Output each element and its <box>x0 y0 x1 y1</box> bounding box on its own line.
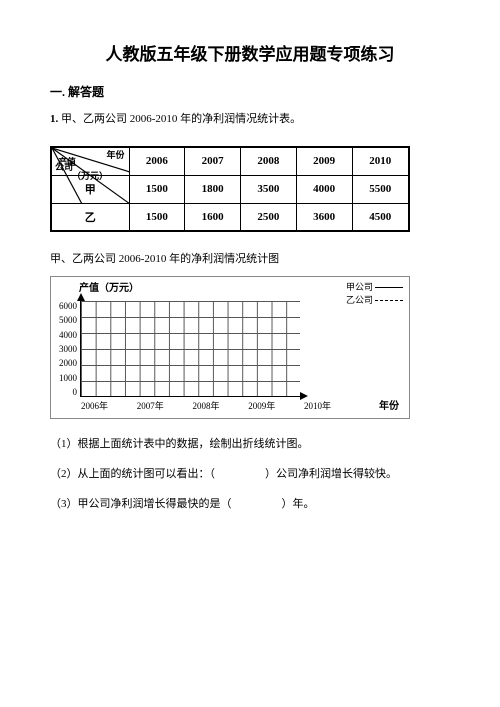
chart-area: 产值（万元） 甲公司 乙公司 6000 5000 4000 3000 2000 … <box>50 276 410 419</box>
legend-line-solid <box>375 287 403 288</box>
ytick: 2000 <box>59 358 77 368</box>
diag-value2: （万元） <box>72 172 108 181</box>
chart-grid <box>80 301 300 397</box>
sub-question-2: （2）从上面的统计图可以看出：（ ）公司净利润增长得较快。 <box>50 465 450 481</box>
cell: 5500 <box>352 175 409 203</box>
col-head: 2009 <box>296 147 352 175</box>
cell: 3600 <box>296 203 352 231</box>
table-row: 乙 1500 1600 2500 3600 4500 <box>51 203 409 231</box>
sub-question-1: （1）根据上面统计表中的数据，绘制出折线统计图。 <box>50 435 450 451</box>
cell: 4500 <box>352 203 409 231</box>
legend-a: 甲公司 <box>346 282 373 292</box>
arrow-right-icon <box>300 392 308 400</box>
xtick: 2009年 <box>248 399 275 412</box>
ytick: 6000 <box>59 301 77 311</box>
page-title: 人教版五年级下册数学应用题专项练习 <box>50 40 450 65</box>
x-ticks: 2006年 2007年 2008年 2009年 2010年 <box>81 399 331 412</box>
xtick: 2007年 <box>137 399 164 412</box>
table-corner-cell: 年份 产值 （万元） 公司 <box>51 147 129 175</box>
xtick: 2008年 <box>192 399 219 412</box>
cell: 2500 <box>241 203 297 231</box>
q1-text: 甲、乙两公司 2006-2010 年的净利润情况统计表。 <box>61 113 301 125</box>
cell: 1500 <box>129 203 185 231</box>
diag-company: 公司 <box>55 163 73 172</box>
cell: 4000 <box>296 175 352 203</box>
cell: 1800 <box>185 175 241 203</box>
sub2-a: （2）从上面的统计图可以看出：（ <box>50 468 215 480</box>
chart-caption: 甲、乙两公司 2006-2010 年的净利润情况统计图 <box>50 250 450 266</box>
q1-number: 1. <box>50 113 61 125</box>
xtick: 2010年 <box>304 399 331 412</box>
col-head: 2006 <box>129 147 185 175</box>
question-1: 1. 甲、乙两公司 2006-2010 年的净利润情况统计表。 <box>50 110 450 126</box>
cell: 1600 <box>185 203 241 231</box>
ytick: 3000 <box>59 344 77 354</box>
y-axis-title: 产值（万元） <box>79 279 139 294</box>
section-heading: 一. 解答题 <box>50 83 450 100</box>
ytick: 0 <box>59 387 77 397</box>
diag-year: 年份 <box>106 151 124 160</box>
sub2-b: ）公司净利润增长得较快。 <box>265 468 397 480</box>
legend-line-dashed <box>375 300 403 301</box>
row-label: 乙 <box>51 203 129 231</box>
ytick: 1000 <box>59 373 77 383</box>
sub3-a: （3）甲公司净利润增长得最快的是（ <box>50 498 232 510</box>
ytick: 5000 <box>59 315 77 325</box>
y-ticks: 6000 5000 4000 3000 2000 1000 0 <box>59 301 80 397</box>
ytick: 4000 <box>59 330 77 340</box>
cell: 1500 <box>129 175 185 203</box>
x-axis-title: 年份 <box>379 397 399 412</box>
xtick: 2006年 <box>81 399 108 412</box>
col-head: 2007 <box>185 147 241 175</box>
legend-b: 乙公司 <box>346 295 373 305</box>
data-table: 年份 产值 （万元） 公司 2006 2007 2008 2009 2010 甲… <box>50 146 410 232</box>
chart-legend: 甲公司 乙公司 <box>346 281 403 306</box>
arrow-up-icon <box>77 293 85 301</box>
col-head: 2008 <box>241 147 297 175</box>
cell: 3500 <box>241 175 297 203</box>
col-head: 2010 <box>352 147 409 175</box>
sub3-b: ）年。 <box>282 498 315 510</box>
data-table-wrap: 年份 产值 （万元） 公司 2006 2007 2008 2009 2010 甲… <box>50 146 450 232</box>
sub-question-3: （3）甲公司净利润增长得最快的是（ ）年。 <box>50 495 450 511</box>
